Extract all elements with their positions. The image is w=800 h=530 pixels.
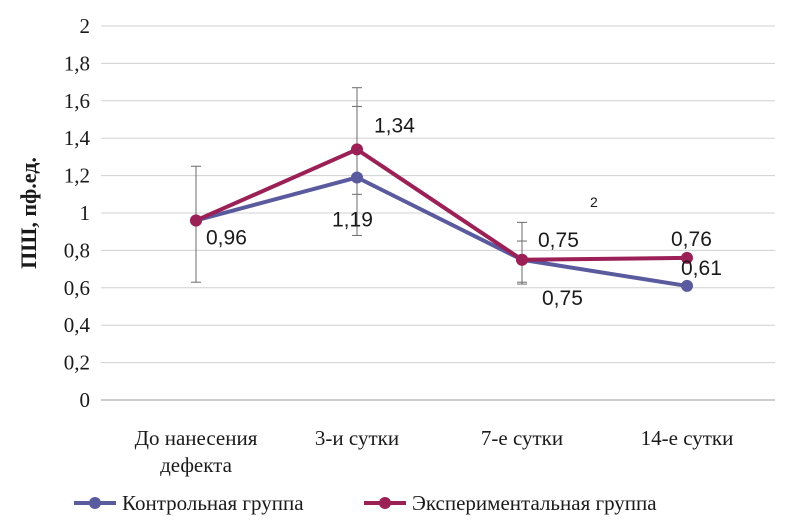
data-label: 0,75 <box>538 229 579 252</box>
legend-item: Экспериментальная группа <box>364 491 657 515</box>
y-tick-label: 1,8 <box>64 51 90 75</box>
data-label: 0,96 <box>206 226 247 249</box>
y-tick-label: 0,2 <box>64 351 90 375</box>
y-tick-label: 0,6 <box>64 276 90 300</box>
data-label: 0,75 <box>542 287 583 310</box>
series-line-2 <box>195 147 688 262</box>
x-tick-label: 7-е сутки <box>481 426 563 450</box>
legend-swatch-marker <box>379 497 391 509</box>
data-labels: 1,19 0,75 0,61 0,96 1,34 0,75 0,76 <box>206 114 722 309</box>
data-label: 1,19 <box>332 208 373 231</box>
legend-label: Экспериментальная группа <box>412 491 657 515</box>
data-point <box>681 251 693 264</box>
data-label: 0,76 <box>671 228 712 251</box>
error-bar <box>517 221 527 283</box>
x-tick-label: 14-е сутки <box>641 426 734 450</box>
y-tick-label: 2 <box>80 14 91 38</box>
chart-annotation: 2 <box>590 194 598 210</box>
data-point <box>351 143 363 156</box>
y-tick-label: 1,6 <box>64 89 90 113</box>
y-tick-label: 1,4 <box>64 126 91 150</box>
gridlines <box>101 25 775 401</box>
x-axis-ticks: До нанесения дефекта 3-и сутки 7-е сутки 14-… <box>135 426 734 477</box>
legend-label: Контрольная группа <box>122 491 304 515</box>
y-tick-label: 1 <box>80 201 91 225</box>
data-point <box>681 279 693 292</box>
y-tick-label: 0,8 <box>64 238 90 262</box>
data-label: 1,34 <box>374 114 415 137</box>
error-bars <box>191 87 527 285</box>
series-points <box>190 143 693 292</box>
data-label: 0,61 <box>681 257 722 280</box>
x-tick-label: 3-и сутки <box>315 426 399 450</box>
y-tick-label: 0 <box>80 388 91 412</box>
y-tick-label: 0,4 <box>64 313 91 337</box>
y-tick-label: 1,2 <box>64 164 90 188</box>
data-point <box>516 253 528 266</box>
y-axis-ticks: 0 0,2 0,4 0,6 0,8 1 1,2 1,4 1,6 1,8 2 <box>64 14 91 412</box>
series-lines <box>195 147 688 288</box>
legend-item: Контрольная группа <box>74 491 304 515</box>
data-point <box>351 171 363 184</box>
x-tick-label: До нанесения <box>135 426 258 450</box>
legend: Контрольная группа Экспериментальная груп… <box>74 491 657 515</box>
x-tick-label: дефекта <box>160 453 233 477</box>
legend-swatch-marker <box>89 497 101 509</box>
series-line-1 <box>195 175 688 288</box>
data-point <box>190 214 202 227</box>
y-axis-label: ПШ, пф.ед. <box>16 157 41 269</box>
